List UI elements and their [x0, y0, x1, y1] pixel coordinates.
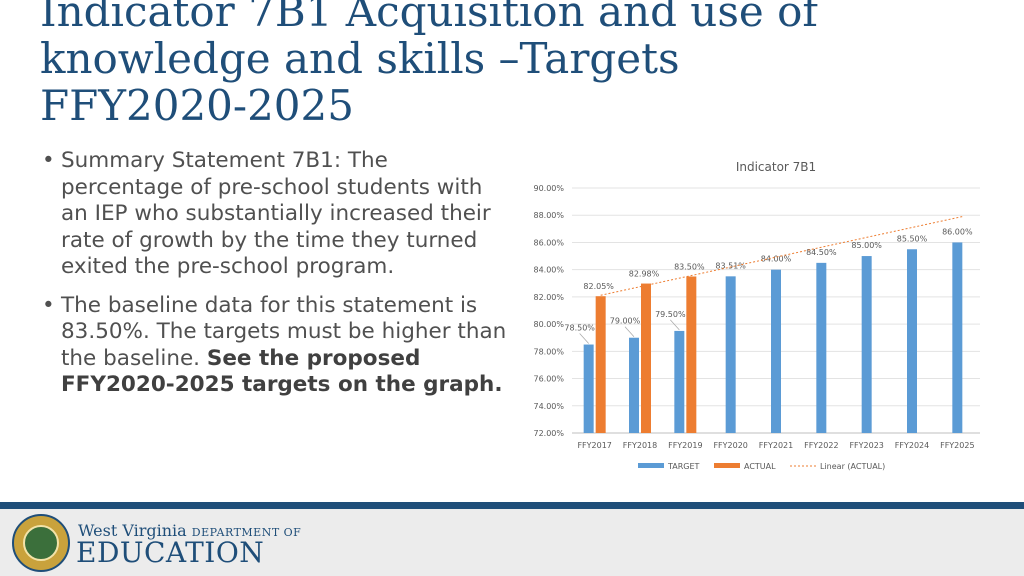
data-label-target: 78.50%	[564, 324, 595, 333]
title-line: knowledge and skills –Targets	[40, 34, 680, 83]
leader-line	[670, 319, 680, 331]
bar-target	[629, 337, 639, 433]
bar-target	[952, 242, 963, 433]
bar-actual	[641, 283, 651, 433]
bullet-text: The baseline data for this statement is …	[61, 292, 507, 371]
x-tick-label: FFY2021	[759, 441, 793, 450]
x-tick-label: FFY2017	[577, 441, 611, 450]
y-tick-label: 80.00%	[533, 320, 564, 329]
y-tick-label: 76.00%	[533, 375, 564, 384]
indicator-chart: Indicator 7B1 72.00% 74.00% 76.00% 78.00% 80.…	[528, 150, 988, 480]
bullet-emphasis: See the proposed FFY2020-2025 targets on…	[61, 345, 503, 398]
x-tick-label: FFY2018	[623, 441, 657, 450]
data-label-target: 84.50%	[806, 248, 837, 257]
state-seal-logo	[12, 514, 70, 572]
x-tick-label: FFY2022	[804, 441, 838, 450]
data-label-target: 84.00%	[761, 255, 792, 264]
brand-dept: DEPARTMENT OF	[191, 526, 302, 539]
bullet-list: Summary Statement 7B1: The percentage of…	[40, 148, 510, 399]
data-label-target: 85.50%	[897, 234, 928, 243]
bar-target	[861, 256, 872, 433]
legend-swatch	[714, 463, 740, 468]
seal-center	[23, 525, 59, 561]
y-tick-label: 86.00%	[533, 238, 564, 247]
title-line: Indicator 7B1 Acquisition and use of	[40, 0, 818, 36]
x-tick-label: FFY2025	[940, 441, 974, 450]
leader-line	[624, 326, 635, 337]
data-label-target: 79.00%	[610, 317, 641, 326]
bar-target	[771, 269, 781, 433]
data-label-actual: 82.05%	[583, 282, 614, 291]
y-tick-label: 74.00%	[533, 402, 564, 411]
bar-target	[816, 262, 827, 433]
footer: West Virginia DEPARTMENT OF EDUCATION	[0, 509, 1024, 576]
y-tick-label: 84.00%	[533, 266, 564, 275]
title-line: FFY2020-2025	[40, 81, 354, 130]
x-tick-label: FFY2024	[895, 441, 929, 450]
chart-title: Indicator 7B1	[736, 160, 816, 174]
x-tick-label: FFY2020	[713, 441, 747, 450]
brand-state: West Virginia	[78, 521, 187, 540]
y-tick-label: 72.00%	[533, 429, 564, 438]
bar-target	[907, 249, 917, 433]
y-tick-label: 82.00%	[533, 293, 564, 302]
data-label-target: 85.00%	[851, 241, 882, 250]
data-label-actual: 82.98%	[629, 270, 660, 279]
y-tick-label: 88.00%	[533, 211, 564, 220]
bar-actual	[595, 296, 606, 433]
legend-label: TARGET	[667, 462, 700, 471]
data-label-target: 79.50%	[655, 310, 686, 319]
x-tick-label: FFY2019	[668, 441, 702, 450]
bar-target	[583, 344, 594, 433]
data-label-target: 86.00%	[942, 227, 973, 236]
brand-education: EDUCATION	[76, 536, 265, 569]
bullet-text: Summary Statement 7B1: The percentage of…	[61, 148, 491, 279]
brand-top-line: West Virginia DEPARTMENT OF	[78, 521, 301, 540]
trendline	[600, 215, 964, 296]
bullet-item: Summary Statement 7B1: The percentage of…	[40, 148, 510, 281]
data-label-actual: 83.50%	[674, 262, 705, 271]
legend-label: Linear (ACTUAL)	[820, 462, 885, 471]
leader-line	[579, 333, 589, 344]
x-tick-label: FFY2023	[849, 441, 883, 450]
bar-actual	[686, 276, 697, 433]
chart-svg: Indicator 7B1 72.00% 74.00% 76.00% 78.00% 80.…	[533, 160, 980, 471]
slide-title: Indicator 7B1 Acquisition and use of kno…	[40, 0, 940, 129]
data-label-target: 83.51%	[715, 261, 746, 270]
legend-label: ACTUAL	[744, 462, 776, 471]
bullet-item: The baseline data for this statement is …	[40, 293, 510, 399]
footer-divider	[0, 502, 1024, 509]
bar-target	[674, 330, 685, 433]
y-tick-label: 78.00%	[533, 347, 564, 356]
y-tick-label: 90.00%	[533, 184, 564, 193]
legend-swatch	[638, 463, 664, 468]
bar-target	[725, 276, 736, 433]
